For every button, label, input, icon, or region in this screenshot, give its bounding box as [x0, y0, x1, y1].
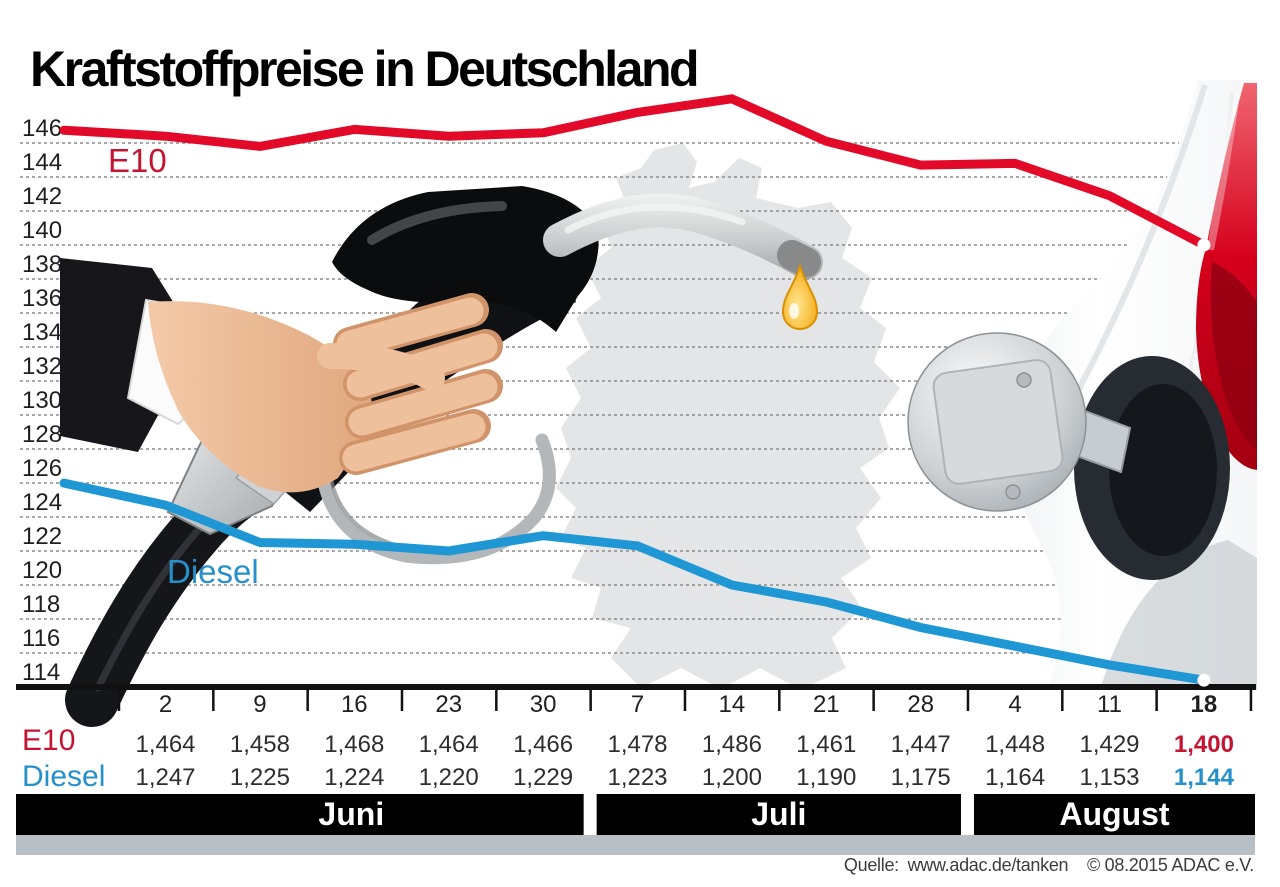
y-axis-tick-label: 120	[22, 557, 62, 584]
series-label-diesel: Diesel	[167, 553, 259, 590]
date-label: 18	[1191, 691, 1218, 718]
date-label: 28	[907, 691, 934, 718]
y-axis-tick-label: 138	[22, 251, 62, 278]
table-value: 1,224	[324, 764, 384, 791]
nozzle-spout	[543, 193, 823, 279]
table-value: 1,223	[607, 764, 667, 791]
date-label: 23	[435, 691, 462, 718]
table-row-label: E10	[22, 724, 75, 757]
source-label: Quelle:	[843, 855, 899, 875]
table-value: 1,464	[135, 731, 195, 758]
date-label: 30	[530, 691, 557, 718]
table-value: 1,247	[135, 764, 195, 791]
y-axis-tick-label: 114	[22, 659, 60, 686]
table-value: 1,400	[1174, 731, 1234, 758]
table-value: 1,466	[513, 731, 573, 758]
table-value: 1,464	[419, 731, 479, 758]
month-label: August	[1059, 796, 1170, 832]
table-value: 1,486	[702, 731, 762, 758]
month-label: Juli	[751, 796, 806, 832]
date-label: 4	[1008, 691, 1021, 718]
table-value: 1,461	[796, 731, 856, 758]
table-value: 1,153	[1079, 764, 1139, 791]
month-label: Juni	[318, 796, 384, 832]
table-value: 1,447	[891, 731, 951, 758]
month-bar	[973, 794, 1255, 835]
date-label: 21	[813, 691, 840, 718]
y-axis-tick-label: 122	[22, 523, 62, 550]
series-endpoint-dot-diesel	[1197, 673, 1211, 687]
table-value: 1,220	[419, 764, 479, 791]
y-axis-tick-label: 136	[22, 285, 62, 312]
fuel-drop-icon	[781, 262, 819, 330]
table-value: 1,229	[513, 764, 573, 791]
date-label: 2	[159, 691, 172, 718]
table-value: 1,429	[1079, 731, 1139, 758]
y-axis-tick-label: 116	[22, 625, 60, 652]
gray-bar	[16, 835, 1255, 855]
table-value: 1,458	[230, 731, 290, 758]
y-axis-tick-label: 130	[22, 387, 62, 414]
source-url[interactable]: www.adac.de/tanken	[907, 855, 1069, 875]
hand	[148, 301, 372, 493]
y-axis-tick-label: 144	[22, 149, 62, 176]
month-bar	[596, 794, 961, 835]
date-label: 9	[253, 691, 266, 718]
y-axis-tick-label: 132	[22, 353, 62, 380]
series-label-e10: E10	[108, 142, 167, 179]
y-axis-tick-label: 142	[22, 183, 62, 210]
date-label: 14	[719, 691, 746, 718]
x-axis-line	[16, 684, 1256, 690]
source-line: Quelle: www.adac.de/tanken © 08.2015 ADA…	[840, 855, 1254, 876]
table-value: 1,175	[891, 764, 951, 791]
y-axis-tick-label: 146	[22, 115, 62, 142]
date-label: 16	[341, 691, 368, 718]
table-value: 1,448	[985, 731, 1045, 758]
table-value: 1,144	[1174, 764, 1235, 791]
copyright-text: © 08.2015 ADAC e.V.	[1086, 855, 1254, 875]
table-value: 1,468	[324, 731, 384, 758]
series-line-e10	[59, 94, 1209, 250]
table-value: 1,164	[985, 764, 1045, 791]
y-axis-tick-label: 118	[22, 591, 60, 618]
page-title: Kraftstoffpreise in Deutschland	[30, 41, 700, 97]
y-axis-tick-label: 140	[22, 217, 62, 244]
germany-map-silhouette	[556, 143, 900, 690]
table-value: 1,190	[796, 764, 856, 791]
wheel-arch-shadow	[1100, 540, 1257, 690]
trigger-guard	[315, 433, 556, 565]
car-fuel-door-illustration	[907, 80, 1257, 690]
date-label: 11	[1097, 691, 1122, 718]
y-axis-tick-label: 128	[22, 421, 62, 448]
fuel-nozzle-illustration	[60, 186, 823, 727]
table-value: 1,225	[230, 764, 290, 791]
y-axis-tick-label: 134	[22, 319, 62, 346]
nozzle-cover	[332, 186, 599, 332]
series-endpoint-dot-e10	[1197, 238, 1211, 252]
fingers	[317, 293, 503, 475]
date-label: 7	[631, 691, 644, 718]
y-axis-tick-label: 124	[22, 489, 62, 516]
series-line-diesel	[59, 478, 1209, 685]
table-value: 1,478	[607, 731, 667, 758]
table-row-label: Diesel	[22, 760, 105, 793]
y-axis-tick-label: 126	[22, 455, 62, 482]
month-bar	[16, 794, 584, 835]
table-value: 1,200	[702, 764, 762, 791]
